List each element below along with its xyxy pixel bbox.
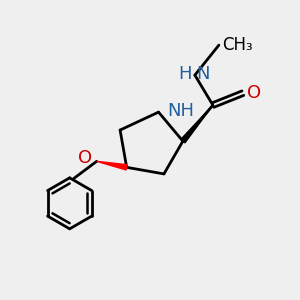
Text: N: N bbox=[196, 64, 210, 82]
Polygon shape bbox=[181, 105, 213, 143]
Text: O: O bbox=[248, 84, 262, 102]
Text: NH: NH bbox=[167, 102, 194, 120]
Text: CH₃: CH₃ bbox=[222, 36, 253, 54]
Polygon shape bbox=[97, 161, 127, 170]
Text: H: H bbox=[178, 64, 192, 82]
Text: O: O bbox=[78, 149, 92, 167]
